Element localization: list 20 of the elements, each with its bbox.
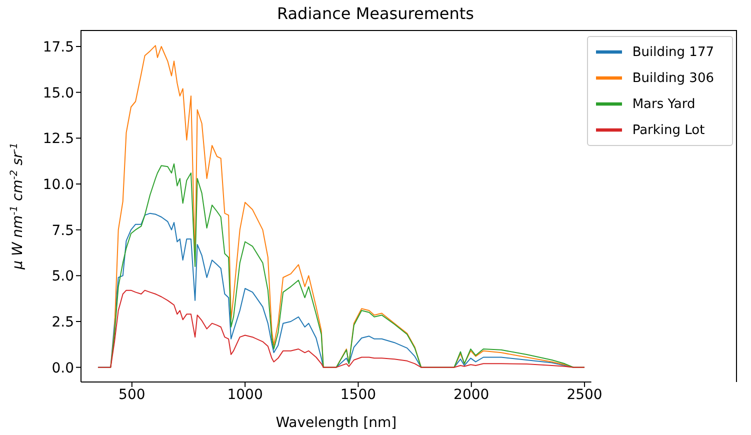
y-tick-label: 5.0 [52,268,74,285]
x-tick-label: 2500 [566,386,602,403]
y-tick-label: 15.0 [42,85,74,102]
y-tick-label: 17.5 [42,39,74,56]
y-tick-label: 12.5 [42,131,74,148]
y-tick-label: 7.5 [52,222,74,239]
chart-title: Radiance Measurements [276,4,476,23]
legend-label: Mars Yard [632,96,696,112]
legend-label: Building 306 [632,70,714,86]
x-tick-label: 1500 [340,386,376,403]
line-series [97,290,586,368]
y-tick-label: 0.0 [52,360,74,376]
x-tick-label: 500 [118,386,146,403]
x-tick-label: 2000 [454,386,490,403]
y-tick-label: 10.0 [42,176,74,193]
x-tick-label: 1000 [227,386,263,403]
legend-label: Parking Lot [632,122,705,138]
x-axis-title: Wavelength [nm] [276,415,397,431]
y-tick-label: 2.5 [52,314,74,330]
legend-label: Building 177 [632,44,714,60]
